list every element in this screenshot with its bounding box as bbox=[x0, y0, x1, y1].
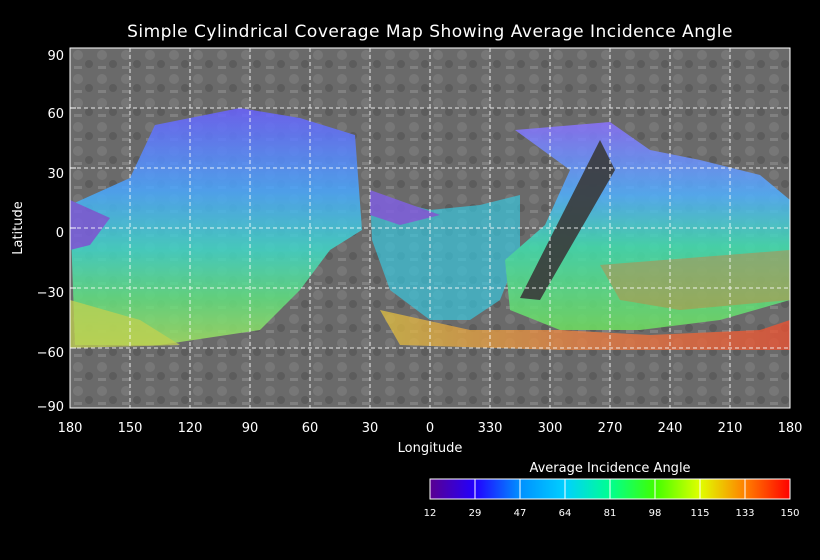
colorbar-tick-label: 98 bbox=[649, 508, 662, 519]
colorbar-tick-label: 47 bbox=[514, 508, 527, 519]
x-tick-label: 240 bbox=[658, 421, 683, 436]
x-tick-label: 180 bbox=[58, 421, 83, 436]
colorbar-tick-label: 115 bbox=[690, 508, 709, 519]
grid-lines bbox=[70, 48, 790, 408]
colorbar-tick-label: 81 bbox=[604, 508, 617, 519]
colorbar-tick-label: 133 bbox=[735, 508, 754, 519]
y-tick-label: −90 bbox=[37, 400, 64, 415]
y-tick-label: −30 bbox=[37, 286, 64, 301]
x-tick-label: 270 bbox=[598, 421, 623, 436]
unmapped-stripe bbox=[520, 140, 615, 300]
colorbar-tick-label: 150 bbox=[780, 508, 799, 519]
y-tick-label: 0 bbox=[56, 226, 64, 241]
colorbar-tick-label: 29 bbox=[469, 508, 482, 519]
x-tick-label: 330 bbox=[478, 421, 503, 436]
map-title: Simple Cylindrical Coverage Map Showing … bbox=[127, 22, 733, 42]
x-tick-label: 300 bbox=[538, 421, 563, 436]
x-tick-label: 210 bbox=[718, 421, 743, 436]
x-tick-label: 0 bbox=[426, 421, 434, 436]
y-tick-label: 90 bbox=[47, 49, 64, 64]
x-tick-label: 180 bbox=[778, 421, 803, 436]
y-axis-label: Latitude bbox=[11, 201, 26, 255]
southern-band bbox=[70, 250, 790, 350]
colorbar-title: Average Incidence Angle bbox=[529, 461, 690, 476]
x-tick-label: 60 bbox=[302, 421, 319, 436]
colorbar-tick-label: 64 bbox=[559, 508, 572, 519]
coverage-overlay bbox=[70, 108, 790, 345]
x-tick-label: 150 bbox=[118, 421, 143, 436]
colorbar-tick-label: 12 bbox=[424, 508, 437, 519]
x-tick-label: 30 bbox=[362, 421, 379, 436]
y-tick-label: −60 bbox=[37, 346, 64, 361]
x-axis-label: Longitude bbox=[398, 441, 463, 456]
y-tick-label: 30 bbox=[47, 167, 64, 182]
x-tick-label: 120 bbox=[178, 421, 203, 436]
y-tick-label: 60 bbox=[47, 107, 64, 122]
x-tick-label: 90 bbox=[242, 421, 259, 436]
